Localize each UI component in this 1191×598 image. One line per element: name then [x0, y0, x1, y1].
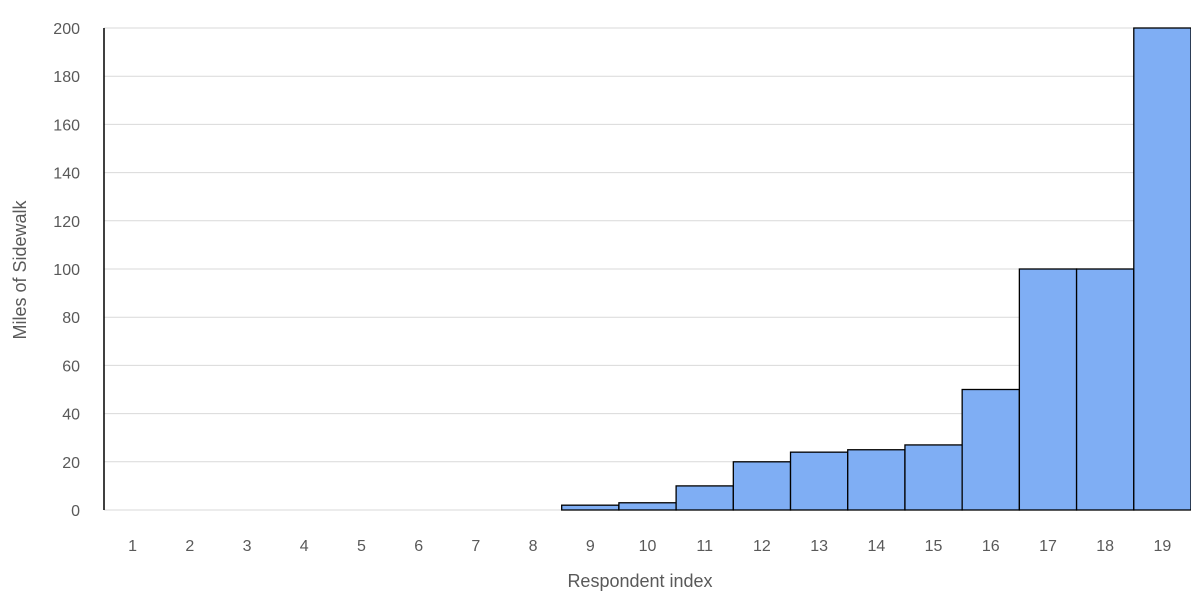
- x-tick-label: 2: [185, 538, 194, 555]
- y-tick-label: 200: [53, 21, 80, 38]
- bar: [904, 444, 963, 511]
- x-tick-label: 9: [586, 538, 595, 555]
- x-axis-ticks: 1 2 3 4 5 6 7 8 9 10 11 12 13 14 15 16 17 18 19: [128, 538, 1171, 555]
- bar: [789, 451, 849, 511]
- x-tick-label: 13: [810, 538, 828, 555]
- x-tick-label: 18: [1096, 538, 1114, 555]
- x-axis-title: Respondent index: [567, 571, 712, 591]
- y-tick-label: 80: [62, 310, 80, 327]
- x-tick-label: 15: [925, 538, 943, 555]
- bar: [561, 504, 620, 511]
- y-tick-label: 140: [53, 166, 80, 183]
- x-tick-label: 16: [982, 538, 1000, 555]
- y-tick-label: 0: [71, 503, 80, 520]
- y-tick-label: 160: [53, 117, 80, 134]
- y-tick-label: 100: [53, 262, 80, 279]
- bar: [847, 449, 906, 511]
- x-tick-label: 14: [867, 538, 885, 555]
- bar: [1018, 268, 1078, 511]
- x-tick-label: 7: [471, 538, 480, 555]
- y-tick-label: 60: [62, 358, 80, 375]
- x-tick-label: 5: [357, 538, 366, 555]
- bars: [561, 27, 1191, 511]
- y-tick-label: 40: [62, 407, 80, 424]
- x-tick-label: 6: [414, 538, 423, 555]
- bar: [1133, 27, 1191, 511]
- x-tick-label: 3: [243, 538, 252, 555]
- gridlines: [104, 27, 1191, 511]
- x-tick-label: 4: [300, 538, 309, 555]
- bar: [732, 461, 792, 511]
- x-tick-label: 19: [1153, 538, 1171, 555]
- bar: [675, 485, 734, 511]
- bar: [1075, 268, 1135, 511]
- y-axis-title: Miles of Sidewalk: [10, 199, 30, 339]
- x-tick-label: 10: [639, 538, 657, 555]
- x-tick-label: 8: [529, 538, 538, 555]
- y-tick-label: 20: [62, 455, 80, 472]
- y-axis-ticks: 0 20 40 60 80 100 120 140 160 180 200: [53, 21, 80, 520]
- x-tick-label: 11: [696, 538, 713, 555]
- bar: [618, 502, 677, 511]
- x-tick-label: 17: [1039, 538, 1057, 555]
- bar: [961, 388, 1021, 511]
- y-tick-label: 120: [53, 214, 80, 231]
- x-tick-label: 12: [753, 538, 771, 555]
- y-tick-label: 180: [53, 69, 80, 86]
- x-tick-label: 1: [128, 538, 137, 555]
